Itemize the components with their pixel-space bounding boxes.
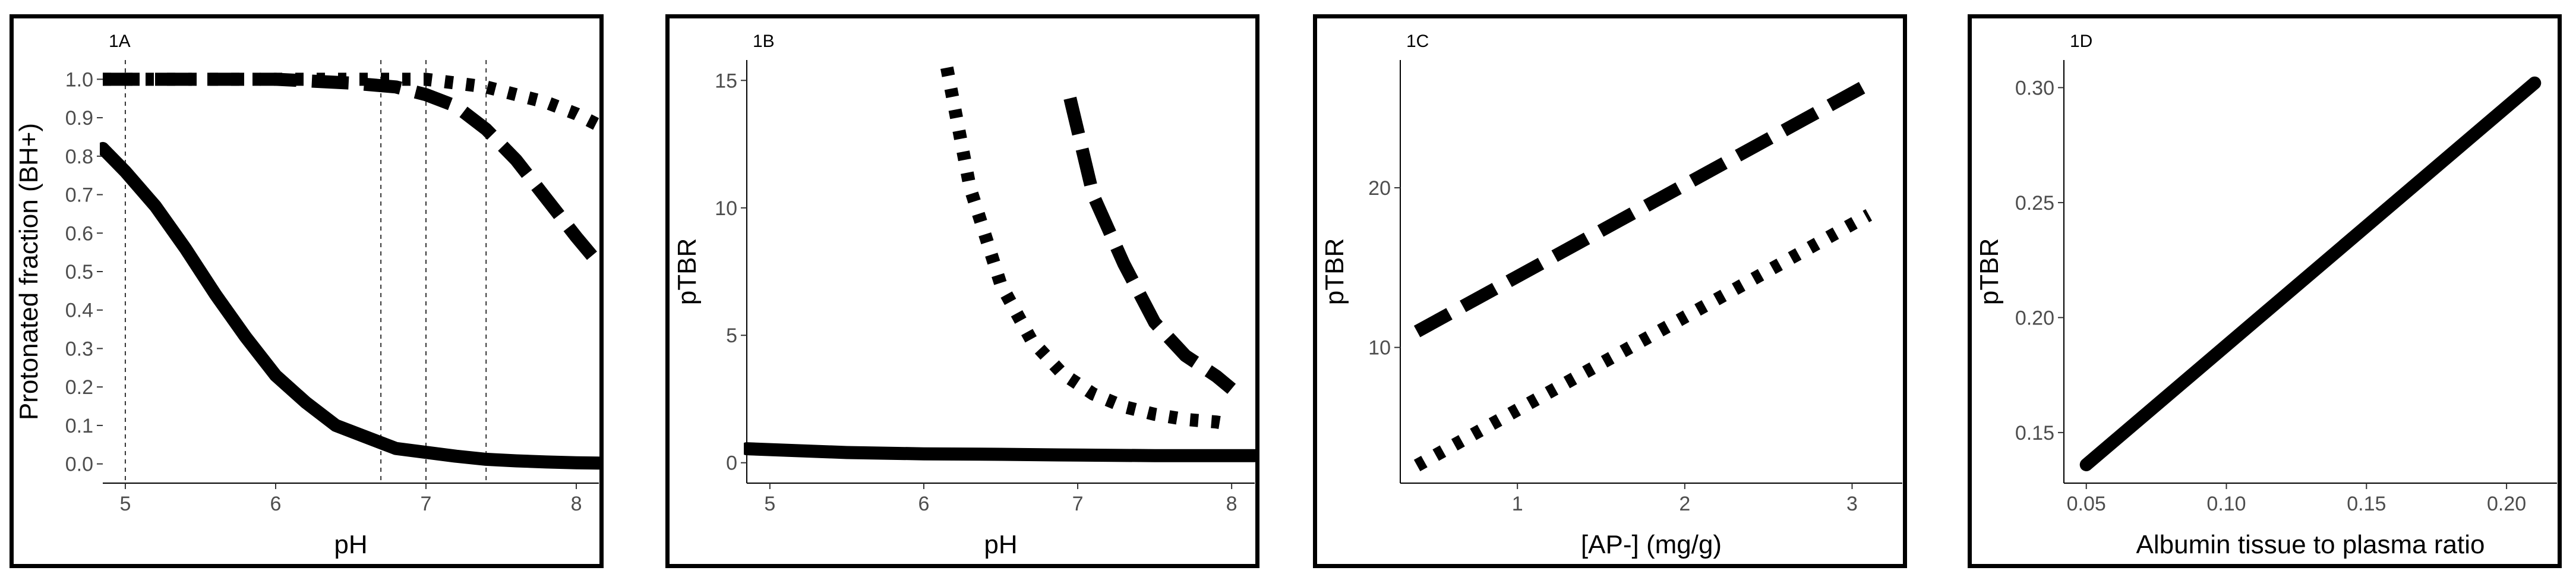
chart-panel-1c: 1C 1 2 3 10 20 [AP-] (mg/g) pTBR [1313,14,1907,568]
y-tick-label: 0.25 [2015,192,2054,215]
x-tick-label: 0.20 [2487,493,2526,515]
series-line-dotted-3 [103,72,599,131]
chart-panel-1d: 1D 0.05 0.10 0.15 0.20 0.15 0.20 0.25 0.30 Albumi… [1968,14,2562,568]
series-line-dashed-3 [1063,96,1236,394]
panel-label: 1D [2070,31,2092,51]
series-line-solid-1 [744,442,1255,462]
y-tick-label: 0.4 [65,300,93,322]
y-tick-label: 0.6 [65,222,93,245]
chart-1d: 1D 0.05 0.10 0.15 0.20 0.15 0.20 0.25 0.30 Albumi… [1975,31,2557,559]
y-tick-label: 0.5 [65,261,93,283]
x-tick-label: 8 [571,493,582,515]
x-tick-label: 8 [1226,493,1238,515]
x-tick-label: 0.10 [2206,493,2246,515]
y-axis-label: Protonated fraction (BH+) [14,123,43,420]
y-tick-label: 5 [726,324,737,347]
y-tick-label: 0.0 [65,453,93,476]
series-line-dashed-1 [1413,78,1872,338]
series-line-dashed-2 [103,72,599,269]
chart-1c: 1C 1 2 3 10 20 [AP-] (mg/g) pTBR [1320,31,1902,559]
panel-label: 1A [109,31,131,51]
y-tick-label: 10 [715,197,737,220]
chart-panel-1a: 1A 5 6 7 8 0.0 0.1 0.2 0.3 0.4 0.5 0.6 0.7 0.8 0.9 1.0 p… [10,14,604,568]
x-tick-label: 7 [1072,493,1084,515]
y-tick-label: 0.15 [2015,422,2054,445]
y-axis-label: pTBR [673,238,702,305]
y-tick-label: 1.0 [65,68,93,91]
x-tick-label: 7 [421,493,432,515]
chart-1a: 1A 5 6 7 8 0.0 0.1 0.2 0.3 0.4 0.5 0.6 0.7 0.8 0.9 1.0 p… [14,31,599,559]
series-line-solid-1 [2079,76,2542,471]
x-tick-label: 6 [918,493,929,515]
x-tick-label: 6 [270,493,282,515]
x-axis-label: [AP-] (mg/g) [1581,530,1722,559]
y-tick-label: 15 [715,70,737,92]
x-tick-label: 0.05 [2067,493,2106,515]
y-tick-label: 20 [1368,177,1391,200]
y-tick-label: 0.9 [65,107,93,130]
x-axis-label: Albumin tissue to plasma ratio [2136,530,2485,559]
panel-label: 1B [753,31,775,51]
y-tick-label: 0 [726,452,737,475]
y-tick-label: 0.8 [65,146,93,168]
x-axis-label: pH [984,530,1017,559]
x-tick-label: 5 [119,493,131,515]
x-tick-label: 3 [1846,493,1858,515]
y-axis-label: pTBR [1320,238,1349,305]
y-tick-label: 0.1 [65,415,93,437]
y-tick-label: 0.7 [65,184,93,207]
series-line-dotted-2 [1413,209,1873,472]
x-tick-label: 5 [764,493,775,515]
y-tick-label: 0.2 [65,376,93,399]
y-tick-label: 0.3 [65,338,93,360]
x-tick-label: 2 [1679,493,1690,515]
series-line-solid-1 [100,141,599,470]
x-axis-label: pH [334,530,367,559]
panel-label: 1C [1406,31,1429,51]
y-tick-label: 0.20 [2015,307,2054,329]
y-tick-label: 10 [1368,337,1391,360]
y-axis-label: pTBR [1975,238,2004,305]
y-tick-label: 0.30 [2015,77,2054,99]
chart-1b: 1B 5 6 7 8 0 5 10 15 pH pTBR [673,31,1255,559]
series-line-dotted-2 [940,66,1233,431]
x-tick-label: 0.15 [2347,493,2386,515]
x-tick-label: 1 [1512,493,1523,515]
chart-panel-1b: 1B 5 6 7 8 0 5 10 15 pH pTBR [665,14,1259,568]
